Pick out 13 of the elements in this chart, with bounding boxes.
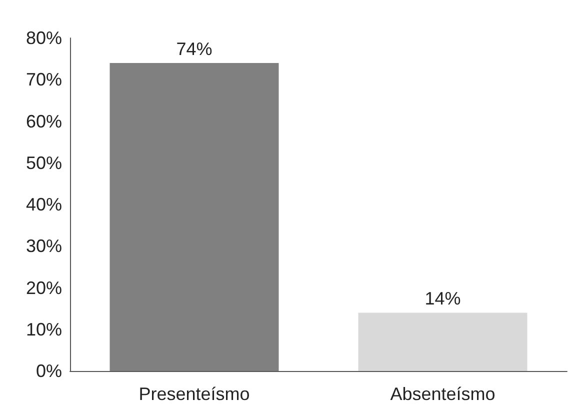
y-tick-label: 50%	[26, 152, 62, 173]
y-tick-label: 0%	[36, 361, 62, 381]
y-tick-label: 60%	[26, 111, 62, 132]
data-label: 74%	[176, 38, 212, 59]
y-tick-label: 20%	[26, 278, 62, 298]
data-label: 14%	[424, 288, 461, 309]
x-tick-label: Presenteísmo	[138, 384, 250, 404]
y-tick-label: 80%	[26, 28, 62, 48]
y-tick-label: 10%	[26, 319, 62, 340]
y-tick-label: 30%	[26, 236, 62, 256]
y-tick-label: 40%	[26, 194, 62, 214]
y-tick-label: 70%	[26, 70, 62, 90]
x-tick-label: Absenteísmo	[390, 384, 496, 404]
